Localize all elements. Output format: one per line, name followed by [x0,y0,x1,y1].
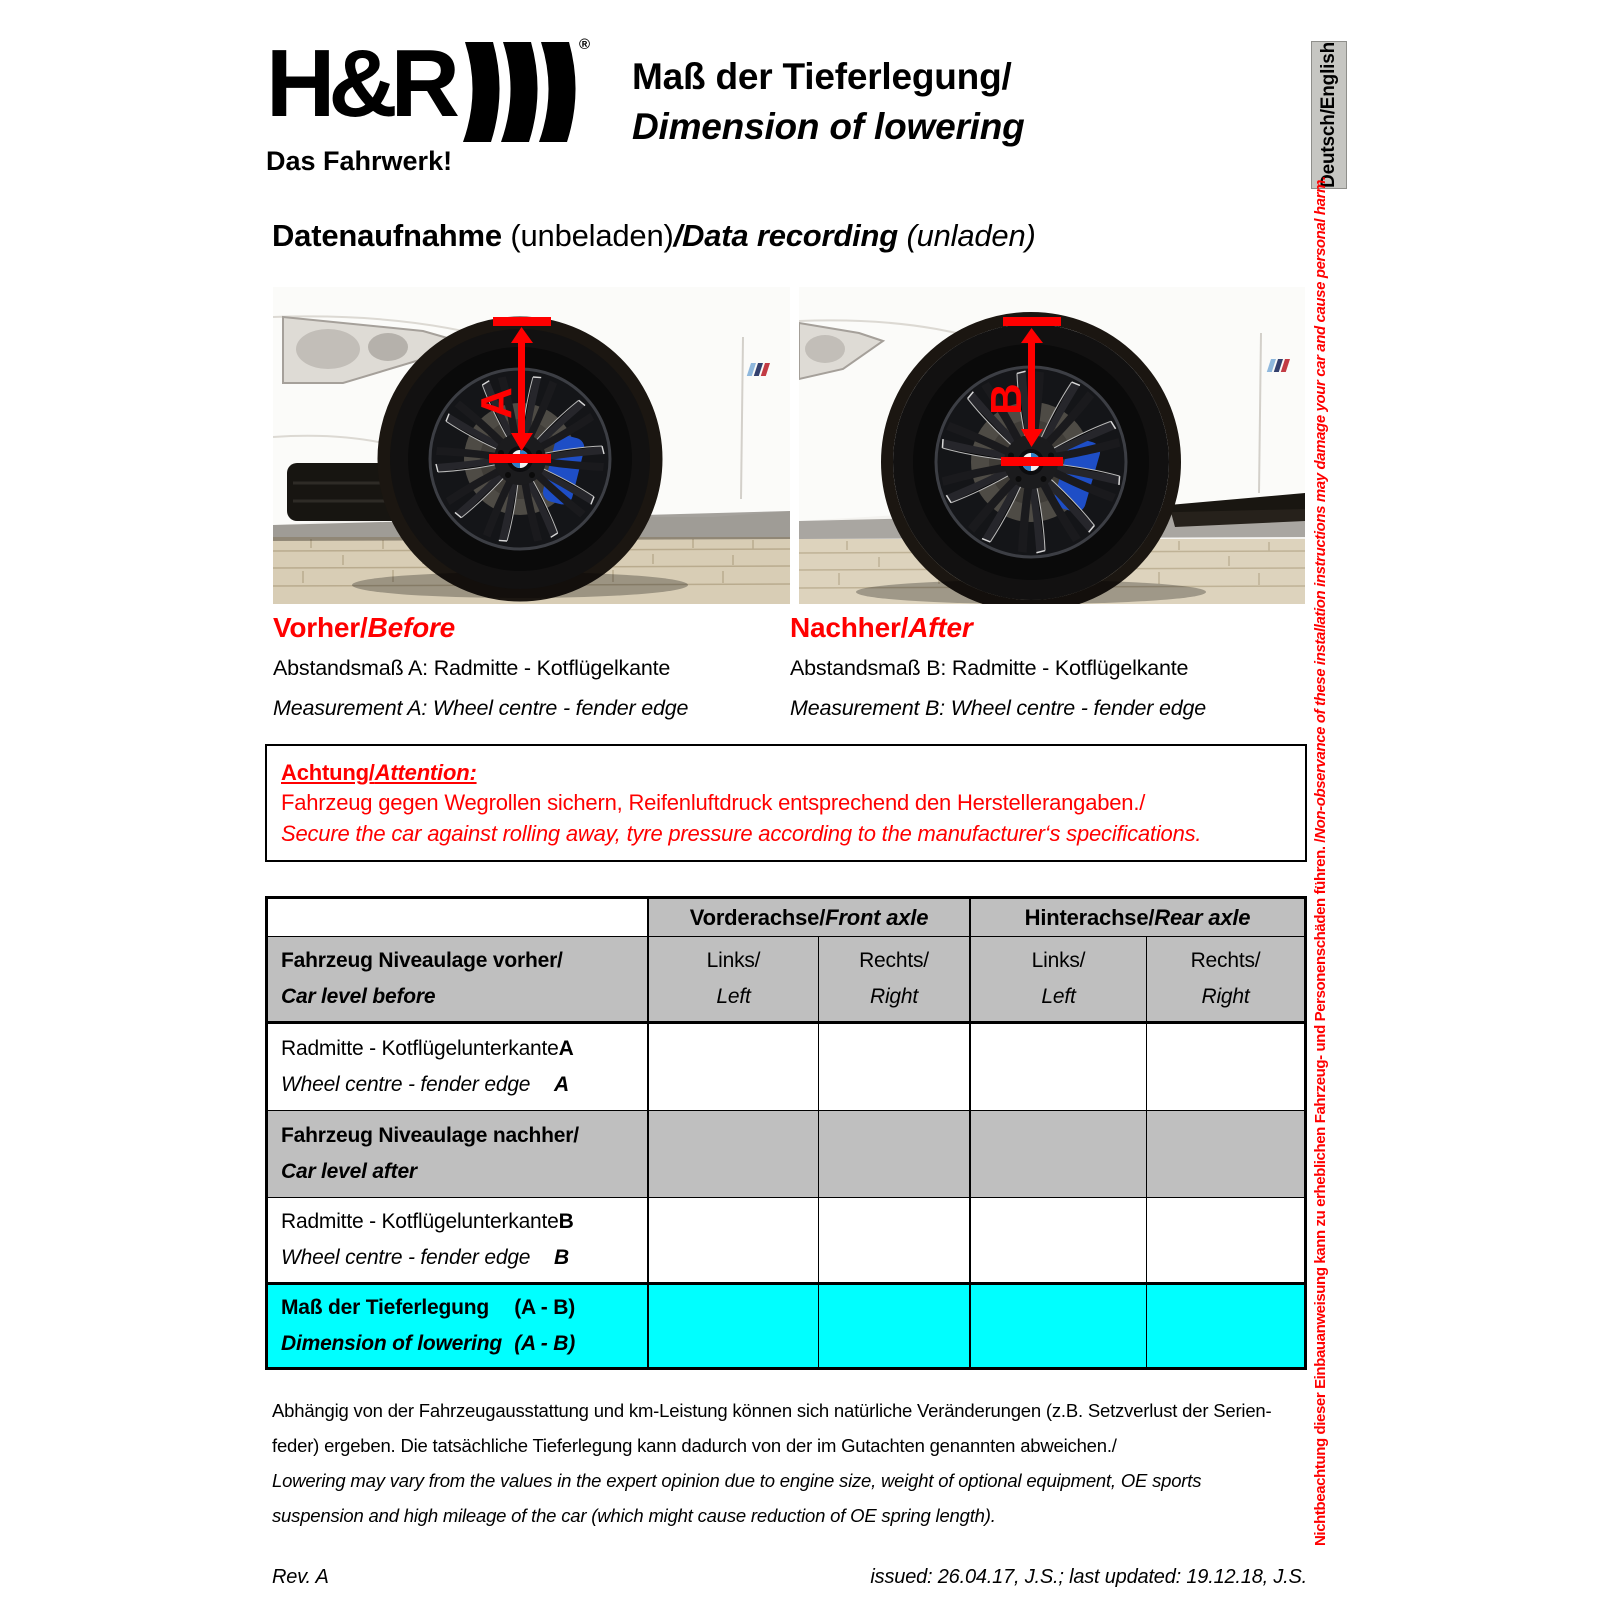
table-cell-a-rear-left [971,1024,1147,1111]
language-tab-label: Deutsch/English [1318,42,1339,188]
notes-german-line1: Abhängig von der Fahrzeugausstattung und… [272,1400,1272,1421]
table-cell-result-rear-left [971,1285,1147,1367]
measurement-arrow-b: B [982,317,1063,466]
notes-paragraph: Abhängig von der Fahrzeugausstattung und… [272,1393,1307,1533]
table-cell-a-rear-right [1147,1024,1304,1111]
caption-after: Nachher/After Abstandsmaß B: Radmitte - … [790,612,1300,736]
heading-english-paren: (unladen) [898,218,1036,253]
table-cell-after-rear-right [1147,1111,1304,1198]
table-cell-b-front-right [819,1198,971,1285]
m-badge-icon [746,363,770,376]
m-badge-icon [1266,359,1290,372]
table-row-label-measure-b: Radmitte - Kotflügelunterkante B Wheel ce… [268,1198,649,1285]
table-header-front-axle: Vorderachse/Front axle [649,899,971,937]
attention-line-english: Secure the car against rolling away, tyr… [281,820,1202,846]
table-row-label-car-level-after: Fahrzeug Niveaulage nachher/ Car level a… [268,1111,649,1198]
table-cell-after-front-right [819,1111,971,1198]
caption-before: Vorher/Before Abstandsmaß A: Radmitte - … [273,612,783,736]
table-cell-a-front-left [649,1024,819,1111]
table-corner-cell [268,899,649,937]
table-cell-b-rear-left [971,1198,1147,1285]
table-subheader-rear-left: Links/Left [971,937,1147,1024]
title-german: Maß der Tieferlegung/ [632,56,1012,97]
footer-revision: Rev. A [272,1566,329,1588]
caption-before-title: Vorher/Before [273,612,456,643]
logo-tagline: Das Fahrwerk! [266,146,453,176]
notes-english-line2: suspension and high mileage of the car (… [272,1505,996,1526]
table-cell-after-rear-left [971,1111,1147,1198]
caption-after-measure-en: Measurement B: Wheel centre - fender edg… [790,696,1207,720]
arrow-label-a: A [472,387,521,419]
page-footer: Rev. A issued: 26.04.17, J.S.; last upda… [272,1566,1307,1589]
measurement-arrow-a: A [472,317,551,463]
table-subheader-front-right: Rechts/Right [819,937,971,1024]
caption-after-title: Nachher/After [790,612,973,643]
photo-after: B [799,287,1305,604]
hr-logo: H&R ® Das Fahrwerk! [266,36,626,177]
table-cell-result-front-left [649,1285,819,1367]
table-cell-result-front-right [819,1285,971,1367]
registered-mark: ® [578,36,590,53]
caption-after-measure-de: Abstandsmaß B: Radmitte - Kotflügelkante [790,656,1189,680]
hr-logo-stripes-icon [462,42,576,142]
hr-logo-text: H&R [266,30,460,137]
headlight [799,321,886,381]
attention-line-german: Fahrzeug gegen Wegrollen sichern, Reifen… [281,790,1146,815]
table-row-label-result: Maß der Tieferlegung (A - B) Dimension of… [268,1285,649,1367]
side-warning-english: Non-observance of these installation ins… [1312,176,1329,839]
heading-german: Datenaufnahme [272,218,502,253]
side-warning-german: Nichtbeachtung dieser Einbauanweisung ka… [1312,838,1329,1546]
door-sill [1169,493,1305,527]
table-header-rear-axle: Hinterachse/Rear axle [971,899,1304,937]
section-heading: Datenaufnahme (unbeladen)/Data recording… [272,218,1036,254]
headlight [282,315,454,384]
notes-german-line2: feder) ergeben. Die tatsächliche Tieferl… [272,1435,1117,1456]
attention-title: Achtung/Attention: [281,759,477,785]
table-row-label-measure-a: Radmitte - Kotflügelunterkante A Wheel ce… [268,1024,649,1111]
measurement-table: Vorderachse/Front axle Hinterachse/Rear … [265,896,1307,1370]
footer-issued: issued: 26.04.17, J.S.; last updated: 19… [870,1566,1307,1588]
table-subheader-rear-right: Rechts/Right [1147,937,1304,1024]
table-cell-after-front-left [649,1111,819,1198]
notes-english-line1: Lowering may vary from the values in the… [272,1470,1202,1491]
photo-before: A [273,287,790,604]
table-row-label-car-level-before: Fahrzeug Niveaulage vorher/ Car level be… [268,937,649,1024]
table-cell-b-front-left [649,1198,819,1285]
page-title: Maß der Tieferlegung/ Dimension of lower… [632,52,1025,152]
language-tab: Deutsch/English [1311,41,1347,189]
caption-before-measure-en: Measurement A: Wheel centre - fender edg… [273,696,689,720]
caption-before-measure-de: Abstandsmaß A: Radmitte - Kotflügelkante [273,656,671,680]
table-cell-b-rear-right [1147,1198,1304,1285]
arrow-label-b: B [982,383,1031,415]
attention-box: Achtung/Attention: Fahrzeug gegen Wegrol… [265,744,1307,862]
title-english: Dimension of lowering [632,106,1025,147]
heading-german-paren: (unbeladen) [501,218,674,253]
table-cell-result-rear-right [1147,1285,1304,1367]
heading-english: /Data recording [673,218,899,253]
side-warning: Nichtbeachtung dieser Einbauanweisung ka… [1312,176,1336,1546]
table-subheader-front-left: Links/Left [649,937,819,1024]
table-cell-a-front-right [819,1024,971,1111]
